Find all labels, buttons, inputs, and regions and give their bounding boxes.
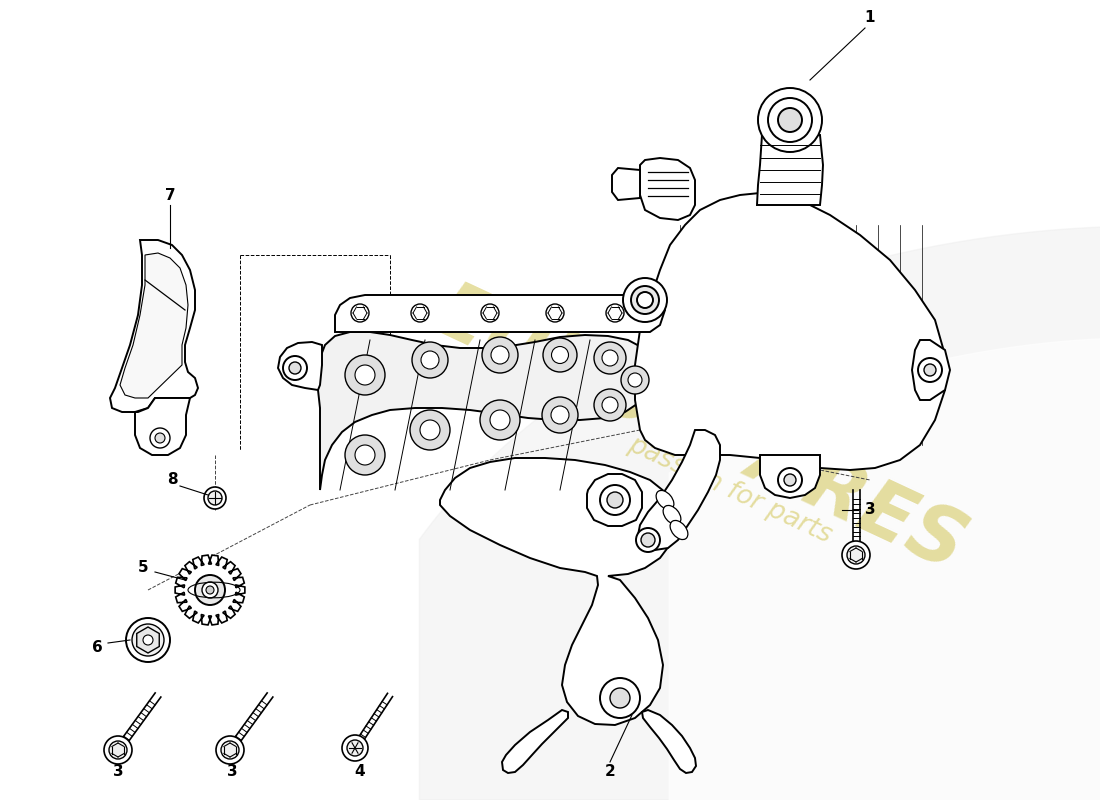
Circle shape [641, 533, 654, 547]
Circle shape [637, 292, 653, 308]
Circle shape [546, 304, 564, 322]
Circle shape [351, 304, 369, 322]
Polygon shape [175, 555, 245, 625]
Polygon shape [760, 455, 820, 498]
Circle shape [104, 736, 132, 764]
Text: 1: 1 [865, 10, 876, 26]
Circle shape [628, 373, 642, 387]
Text: 5: 5 [138, 561, 148, 575]
Polygon shape [278, 342, 322, 390]
Circle shape [345, 355, 385, 395]
Polygon shape [757, 135, 823, 205]
Circle shape [490, 410, 510, 430]
Circle shape [602, 397, 618, 413]
Circle shape [847, 546, 865, 564]
Text: 3: 3 [865, 502, 876, 518]
Circle shape [109, 741, 126, 759]
Circle shape [842, 541, 870, 569]
Circle shape [412, 342, 448, 378]
Circle shape [491, 346, 509, 364]
Text: passion for parts: passion for parts [624, 431, 836, 549]
Circle shape [420, 420, 440, 440]
Text: EUROSPARES: EUROSPARES [422, 274, 978, 586]
Circle shape [636, 528, 660, 552]
Circle shape [778, 108, 802, 132]
Circle shape [410, 410, 450, 450]
Circle shape [208, 491, 222, 505]
Polygon shape [419, 226, 1100, 800]
Text: 6: 6 [91, 641, 102, 655]
Circle shape [150, 428, 170, 448]
Circle shape [143, 635, 153, 645]
Text: 3: 3 [227, 765, 238, 779]
Circle shape [600, 485, 630, 515]
Text: 8: 8 [167, 473, 177, 487]
Circle shape [421, 351, 439, 369]
Polygon shape [669, 338, 1100, 800]
Circle shape [594, 389, 626, 421]
Circle shape [918, 358, 942, 382]
Circle shape [610, 688, 630, 708]
Circle shape [758, 88, 822, 152]
Circle shape [346, 740, 363, 756]
Circle shape [202, 582, 218, 598]
Circle shape [411, 304, 429, 322]
Circle shape [621, 366, 649, 394]
Circle shape [204, 487, 226, 509]
Polygon shape [635, 193, 945, 470]
Polygon shape [440, 458, 678, 725]
Circle shape [543, 338, 578, 372]
Circle shape [289, 362, 301, 374]
Circle shape [924, 364, 936, 376]
Circle shape [768, 98, 812, 142]
Circle shape [195, 575, 226, 605]
Circle shape [551, 406, 569, 424]
Ellipse shape [670, 521, 688, 539]
Circle shape [283, 356, 307, 380]
Polygon shape [612, 168, 640, 200]
Polygon shape [642, 710, 696, 773]
Circle shape [631, 286, 659, 314]
Circle shape [480, 400, 520, 440]
Polygon shape [640, 158, 695, 220]
Circle shape [542, 397, 578, 433]
Circle shape [784, 474, 796, 486]
Circle shape [155, 433, 165, 443]
Circle shape [132, 624, 164, 656]
Polygon shape [587, 474, 642, 526]
Circle shape [221, 741, 239, 759]
Text: 7: 7 [165, 187, 175, 202]
Circle shape [594, 342, 626, 374]
Circle shape [606, 304, 624, 322]
Circle shape [623, 278, 667, 322]
Circle shape [600, 678, 640, 718]
Polygon shape [318, 332, 654, 490]
Text: 3: 3 [112, 765, 123, 779]
Circle shape [607, 492, 623, 508]
Polygon shape [336, 295, 666, 332]
Circle shape [355, 365, 375, 385]
Polygon shape [638, 430, 721, 550]
Polygon shape [502, 710, 568, 773]
Polygon shape [135, 398, 190, 455]
Polygon shape [136, 627, 160, 653]
Circle shape [778, 468, 802, 492]
Circle shape [482, 337, 518, 373]
Circle shape [345, 435, 385, 475]
Circle shape [342, 735, 369, 761]
Circle shape [216, 736, 244, 764]
Polygon shape [912, 340, 950, 400]
Text: 2: 2 [605, 765, 615, 779]
Text: 4: 4 [354, 765, 365, 779]
Circle shape [206, 586, 214, 594]
Circle shape [602, 350, 618, 366]
Circle shape [551, 346, 569, 363]
Circle shape [126, 618, 170, 662]
Polygon shape [110, 240, 198, 412]
Circle shape [481, 304, 499, 322]
Polygon shape [120, 253, 188, 398]
Ellipse shape [656, 490, 674, 510]
Circle shape [355, 445, 375, 465]
Ellipse shape [663, 506, 681, 525]
